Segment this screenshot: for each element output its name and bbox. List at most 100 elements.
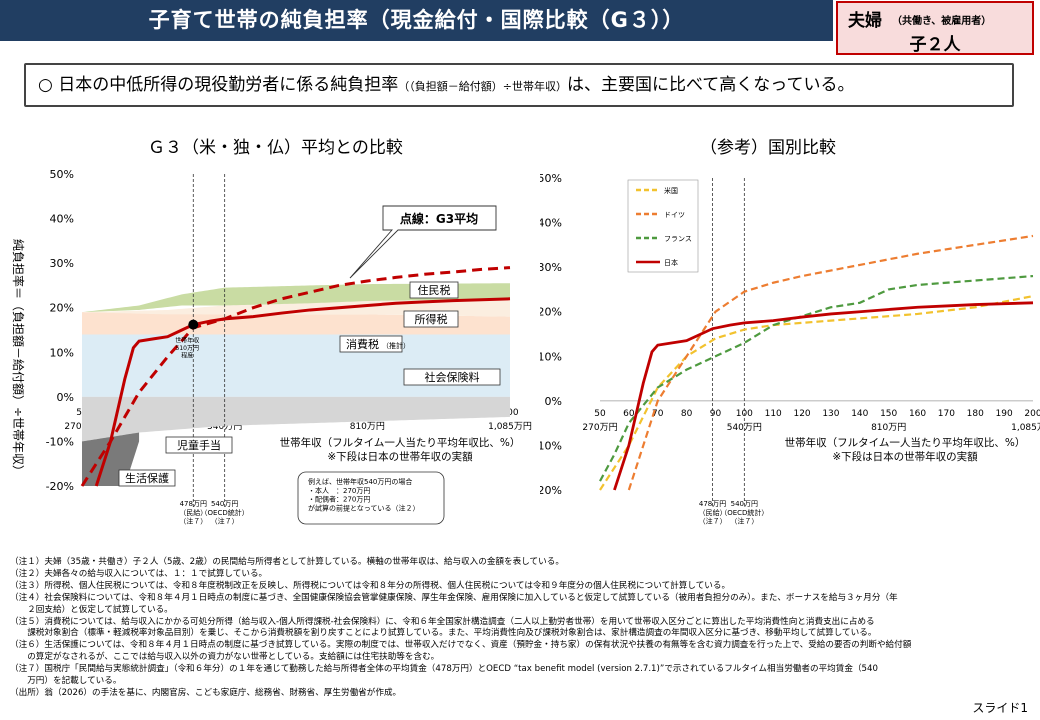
series-line [627,234,1034,491]
x-amount-label: 540万円 [727,422,762,433]
layer-label: 所得税 [415,312,448,326]
layer-label-box [403,368,501,386]
callout-box [349,205,497,279]
y-tick-label: -10% [46,435,74,448]
x-tick-label: 70 [652,409,664,419]
layer-label-box [339,335,403,353]
example-note-box [297,471,445,525]
slide-number: スライド1 [972,701,1028,715]
title-bar [0,0,833,41]
layer-label: 社会保険料 [425,370,480,384]
layer-label-box [403,310,459,328]
g3-average-line [80,266,511,487]
x-amount-label: 810万円 [871,422,906,433]
legend-box [627,179,699,273]
y-tick-label: 40% [50,213,74,226]
legend-label: フランス [664,235,692,243]
y-tick-label: 30% [50,257,74,270]
y-tick-label: 30% [540,261,562,274]
x-tick-label: 90 [710,409,722,419]
x-axis-label: 世帯年収（フルタイム一人当たり平均年収比、%） [785,436,1026,449]
summary-box: ○ 日本の中低所得の現役勤労者に係る純負担率（（負担額－給付額）÷世帯年収）は、… [24,63,1014,107]
y-tick-label: -20% [540,484,562,497]
income-marker [188,319,199,330]
x-amount-label: 270万円 [582,422,617,433]
layer-label: 住民税 [418,283,451,297]
layer-label: 生活保護 [125,471,169,485]
area-layer [82,334,510,397]
x-tick-label: 110 [765,409,782,419]
x-tick-label: 200 [1024,409,1040,419]
x-tick-label: 60 [623,409,635,419]
x-tick-label: 200 [501,408,518,418]
x-tick-label: 120 [793,409,810,419]
x-amount-label: 810万円 [350,421,385,432]
y-axis-label: 純負担率＝（負担額－給付額）÷世帯年収） [11,239,26,477]
footnote: （注５）消費税については、給与収入にかかる可処分所得（給与収入-個人所得課税-社… [10,616,877,639]
household-badge: 夫婦 （共働き、被雇用者） 子２人 [836,1,1034,55]
right-chart: 50%40%30%20%10%0%-10%-20%506070809010011… [540,172,1040,526]
y-tick-label: -10% [540,439,562,452]
y-tick-label: 10% [50,346,74,359]
x-tick-label: 190 [996,409,1013,419]
y-tick-label: 40% [540,217,562,230]
x-tick-label: 180 [967,409,984,419]
summary-formula: （（負担額－給付額）÷世帯年収） [398,80,567,93]
footnote: （注６）生活保護については、令和８年４月１日時点の制度に基づき試算している。実際… [10,640,912,663]
summary-tail: は、主要国に比べて高くなっている。 [566,75,855,95]
y-tick-label: -20% [46,480,74,493]
series-line [599,274,1034,482]
x-axis-note: ※下段は日本の世帯年収の実額 [832,450,978,463]
reference-line-label: 478万円（民給）（注７） [699,500,727,526]
reference-line-label: 478万円（民給）（注７） [179,500,207,526]
footnote: （注２）夫婦各々の給与収入については、１：１で試算している。 [10,568,268,579]
x-tick-label: 160 [909,409,926,419]
legend-label: 米国 [664,186,678,195]
x-amount-label: 1,085万円 [488,421,532,432]
area-layer [82,283,510,313]
x-tick-label: 140 [851,409,868,419]
x-tick-label: 130 [822,409,839,419]
y-tick-label: 50% [540,172,562,185]
legend-label: 日本 [664,258,678,267]
area-layer [82,312,510,335]
layer-label-box [409,281,459,299]
footnote: （注１）夫婦（35歳・共働き）子２人（5歳、2歳）の民間給与所得者として計算して… [10,557,564,567]
layer-label-box [118,469,176,487]
footnotes: （注１）夫婦（35歳・共働き）子２人（5歳、2歳）の民間給与所得者として計算して… [10,557,1030,700]
x-amount-label: 1,085万円 [1011,422,1040,433]
x-tick-label: 80 [681,409,693,419]
layer-label-note: （推計） [382,341,410,350]
footnote: （出所）翁（2026）の手法を基に、内閣官房、こども家庭庁、総務省、財務省、厚生… [10,687,402,698]
area-layer [82,396,510,442]
layer-label: 児童手当 [177,438,221,452]
x-axis-note: ※下段は日本の世帯年収の実額 [327,450,473,463]
y-tick-label: 0% [545,395,562,408]
footnote: （注３）所得税、個人住民税については、令和８年度税制改正を反映し、所得税について… [10,580,731,591]
legend-label: ドイツ [664,211,685,219]
badge-kids: 子２人 [909,35,961,55]
y-tick-label: 20% [540,306,562,319]
right-chart-title: （参考）国別比較 [700,138,836,158]
badge-main: 夫婦 [848,11,882,31]
y-tick-label: 20% [50,302,74,315]
x-tick-label: 170 [938,409,955,419]
badge-sub: （共働き、被雇用者） [892,16,992,27]
y-tick-label: 50% [50,168,74,181]
series-line [613,301,1034,491]
y-tick-label: 10% [540,350,562,363]
callout-text: 点線：G3平均 [400,211,478,226]
left-chart: 50%40%30%20%10%0%-10%-20%506070809010011… [11,168,532,526]
series-line [599,295,1034,491]
layer-label-box [165,436,233,454]
y-tick-label: 0% [57,391,74,404]
summary-main: ○ 日本の中低所得の現役勤労者に係る純負担率 [38,75,399,95]
reference-line-label: 540万円（OECD統計）（注７） [201,500,249,526]
reference-line-label: 540万円（OECD統計）（注７） [720,500,768,526]
footnote: （注７）国税庁「民間給与実態統計調査」（令和６年分）の１年を通じて勤務した給与所… [10,664,878,687]
layer-label: 消費税 [346,337,379,351]
left-chart-title: Ｇ３（米・独・仏）平均との比較 [148,138,403,158]
x-axis-label: 世帯年収（フルタイム一人当たり平均年収比、%） [280,436,521,449]
marker-note: 世帯年収 510万円程度 [175,337,199,360]
x-tick-label: 50 [594,409,606,419]
